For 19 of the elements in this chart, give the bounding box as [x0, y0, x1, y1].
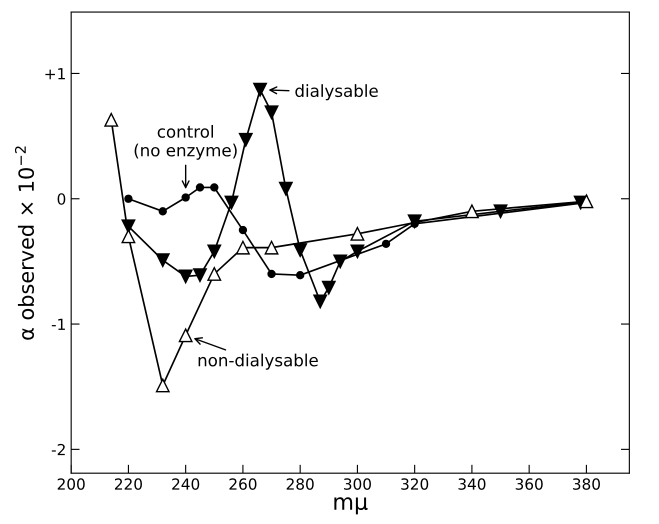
y-tick-label: +1 [45, 68, 65, 80]
y-tick-label: 0 [58, 193, 66, 205]
x-tick-label: 300 [344, 478, 371, 490]
x-tick-label: 200 [58, 478, 85, 490]
y-axis-title: α observed × 10$^{−2}$ [14, 146, 34, 340]
x-axis-title: mμ [334, 497, 368, 514]
y-tick-label: -1 [52, 318, 65, 330]
x-tick-label: 380 [572, 478, 600, 490]
x-tick-label: 280 [286, 478, 314, 490]
y-tick-label: -2 [52, 444, 65, 456]
x-tick-label: 340 [458, 478, 486, 490]
x-tick-label: 240 [172, 478, 200, 490]
x-tick-label: 220 [114, 478, 142, 490]
legend-label: dialysable [295, 84, 378, 100]
x-tick-label: 320 [401, 478, 428, 490]
x-tick-label: 360 [516, 478, 543, 490]
legend-label: non-dialysable [198, 354, 318, 370]
x-tick-label: 260 [229, 478, 256, 490]
series-label: control (no enzyme) [134, 124, 237, 160]
